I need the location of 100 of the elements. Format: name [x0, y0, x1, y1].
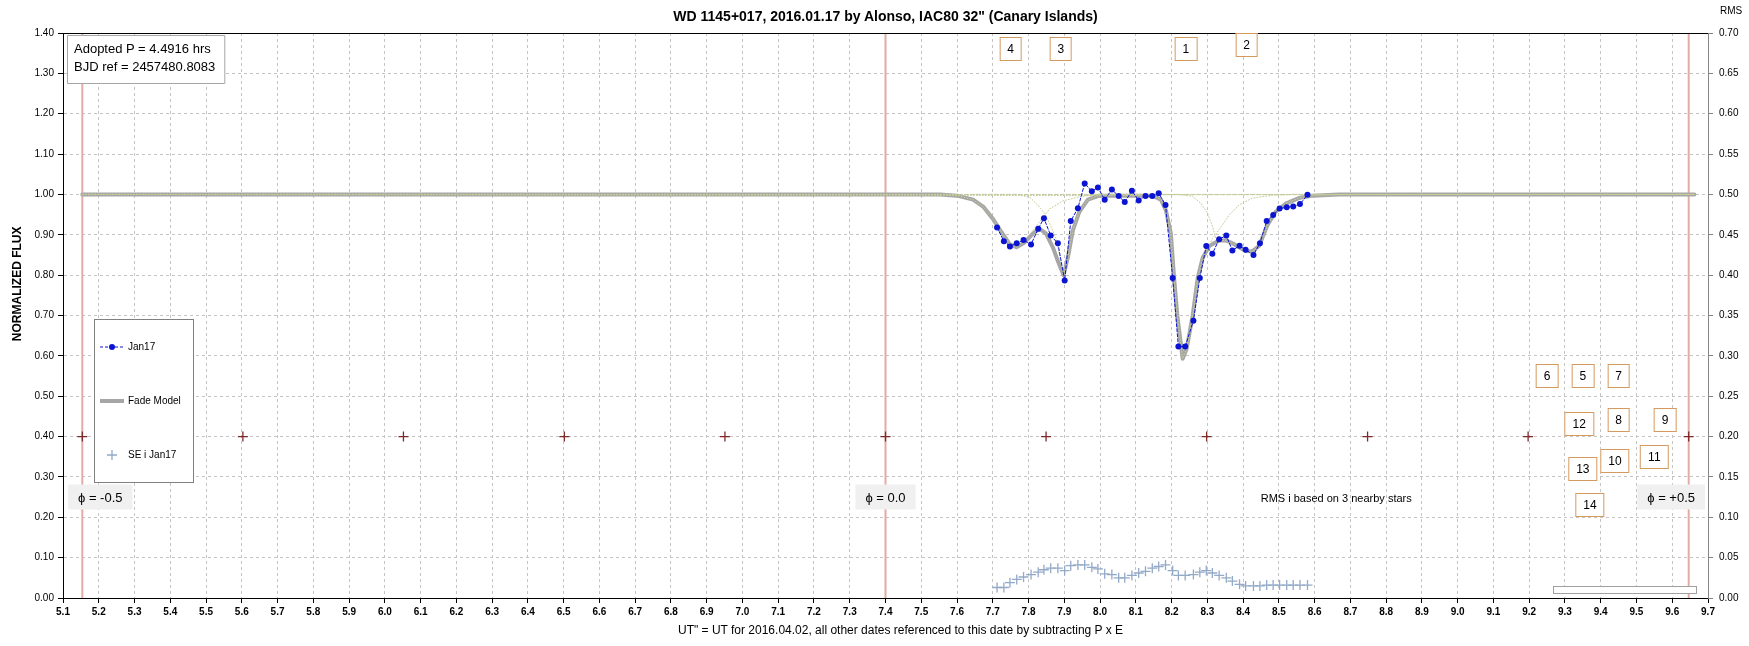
annotation: ϕ = +0.5: [1647, 489, 1695, 505]
x-tick-label: 6.9: [699, 605, 715, 617]
legend-label: Fade Model: [128, 395, 181, 407]
annotation: 3: [1057, 42, 1065, 57]
legend-label: SE i Jan17: [128, 449, 177, 461]
x-tick-label: 8.6: [1307, 605, 1323, 617]
annotation: 4: [1007, 42, 1014, 57]
x-tick-label: 5.3: [127, 605, 142, 617]
x-tick-label: 6.3: [485, 605, 500, 617]
x-tick-label: 7.8: [1021, 605, 1036, 617]
y2-tick-label: 0.15: [1719, 470, 1739, 482]
x-tick-label: 7.6: [950, 605, 965, 617]
x-tick-label: 5.4: [163, 605, 178, 617]
y-tick-label: 1.00: [34, 188, 55, 200]
annotation: ϕ = -0.5: [78, 489, 123, 505]
x-tick-label: 6.8: [663, 605, 679, 617]
x-tick-label: 8.2: [1164, 605, 1179, 617]
x-tick-label: 5.7: [270, 605, 285, 617]
x-tick-label: 7.3: [842, 605, 858, 617]
x-tick-label: 6.1: [413, 605, 428, 617]
x-axis-title: UT" = UT for 2016.04.02, all other dates referenced to this date by subtracting P x E: [677, 623, 1124, 638]
annotation: 13: [1576, 461, 1590, 476]
x-tick-label: 9.2: [1522, 605, 1537, 617]
annotation: BJD ref = 2457480.8083: [74, 58, 216, 74]
y2-tick-label: 0.45: [1719, 228, 1739, 240]
annotation: 11: [1648, 449, 1661, 464]
x-tick-label: 9.0: [1450, 605, 1466, 617]
y2-tick-label: 0.60: [1719, 107, 1739, 119]
x-tick-label: 7.4: [878, 605, 893, 617]
annotation: 2: [1243, 38, 1251, 53]
x-tick-label: 8.1: [1128, 605, 1144, 617]
x-tick-label: 8.4: [1236, 605, 1251, 617]
y-tick-label: 0.50: [34, 389, 55, 401]
y-tick-label: 0.10: [34, 551, 55, 563]
y-tick-label: 0.20: [34, 511, 55, 523]
x-tick-label: 5.1: [56, 605, 71, 617]
x-tick-label: 6.2: [449, 605, 464, 617]
y2-tick-label: 0.55: [1719, 147, 1739, 159]
x-tick-label: 5.6: [234, 605, 250, 617]
x-tick-label: 6.4: [520, 605, 536, 617]
y-tick-label: 1.20: [34, 107, 55, 119]
y-tick-label: 0.00: [34, 591, 55, 603]
y-tick-label: 0.40: [34, 430, 55, 442]
y-tick-label: 0.60: [34, 349, 55, 361]
x-tick-label: 9.7: [1701, 605, 1716, 617]
x-tick-label: 8.7: [1343, 605, 1358, 617]
annotation: 8: [1615, 413, 1622, 428]
chart-title: WD 1145+017, 2016.01.17 by Alonso, IAC80 32" (Canary Islands): [673, 7, 1098, 24]
y2-tick-label: 0.65: [1719, 67, 1739, 79]
x-tick-label: 5.5: [199, 605, 214, 617]
y2-tick-label: 0.20: [1719, 430, 1739, 442]
annotation: 5: [1579, 369, 1587, 384]
y2-tick-label: 0.25: [1719, 389, 1739, 401]
y2-tick-label: 0.30: [1719, 349, 1739, 361]
x-tick-label: 9.1: [1486, 605, 1501, 617]
y-tick-label: 0.80: [34, 268, 55, 280]
x-tick-label: 7.9: [1057, 605, 1072, 617]
x-tick-label: 6.0: [377, 605, 393, 617]
x-tick-label: 5.9: [342, 605, 357, 617]
y2-tick-label: 0.10: [1719, 511, 1739, 523]
x-tick-label: 6.7: [628, 605, 643, 617]
annotation: Adopted P = 4.4916 hrs: [74, 40, 212, 56]
annotation: 6: [1543, 369, 1551, 384]
x-tick-label: 7.1: [771, 605, 786, 617]
x-tick-label: 9.3: [1558, 605, 1573, 617]
x-tick-label: 5.8: [306, 605, 321, 617]
x-tick-label: 9.6: [1665, 605, 1680, 617]
y2-tick-label: 0.05: [1719, 551, 1739, 563]
y2-tick-label: 0.35: [1719, 309, 1739, 321]
y-tick-label: 1.10: [34, 147, 55, 159]
annotation: 12: [1572, 417, 1586, 432]
annotation: RMS i based on 3 nearby stars: [1260, 491, 1413, 504]
y2-tick-label: 0.50: [1719, 188, 1739, 200]
y2-axis-title: RMS: [1720, 4, 1743, 16]
annotation: 14: [1583, 498, 1597, 513]
x-tick-label: 9.4: [1593, 605, 1609, 617]
y-tick-label: 0.70: [34, 309, 55, 321]
y2-tick-label: 0.70: [1719, 26, 1739, 38]
annotation: 1: [1182, 42, 1190, 57]
y-axis-title: NORMALIZED FLUX: [10, 226, 25, 342]
y-tick-label: 1.30: [34, 67, 55, 79]
annotation: 10: [1608, 453, 1622, 468]
x-tick-label: 8.3: [1200, 605, 1215, 617]
x-tick-label: 8.8: [1379, 605, 1394, 617]
legend-label: Jan17: [128, 341, 156, 353]
x-tick-label: 8.5: [1271, 605, 1287, 617]
x-tick-label: 5.2: [91, 605, 107, 617]
annotation: 7: [1615, 369, 1622, 384]
x-tick-label: 8.0: [1093, 605, 1108, 617]
annotation: 9: [1661, 413, 1669, 428]
x-tick-label: 7.5: [914, 605, 929, 617]
x-tick-label: 8.9: [1414, 605, 1430, 617]
y2-tick-label: 0.00: [1719, 591, 1739, 603]
x-tick-label: 9.5: [1629, 605, 1644, 617]
x-tick-label: 7.0: [735, 605, 750, 617]
y2-tick-label: 0.40: [1719, 268, 1739, 280]
y-tick-label: 0.30: [34, 470, 55, 482]
y-tick-label: 0.90: [34, 228, 55, 240]
x-tick-label: 6.5: [556, 605, 572, 617]
y-tick-label: 1.40: [34, 26, 55, 38]
